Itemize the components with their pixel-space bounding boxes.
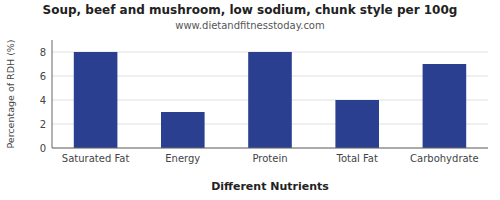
grid	[52, 52, 488, 148]
x-tick-label: Protein	[252, 153, 287, 164]
x-axis-label: Different Nutrients	[211, 180, 329, 193]
x-axis: Saturated Fat Energy Protein Total Fat Carbo…	[52, 148, 488, 164]
y-tick-label: 4	[40, 95, 46, 106]
x-axis-line	[52, 148, 488, 149]
bar	[248, 52, 292, 148]
x-tick-label: Saturated Fat	[62, 153, 130, 164]
y-axis-label: Percentage of RDH (%)	[5, 39, 16, 148]
bars	[74, 52, 466, 148]
bar	[161, 112, 205, 148]
bar	[335, 100, 379, 148]
y-tick-label: 0	[40, 143, 46, 154]
x-tick-label: Carbohydrate	[410, 153, 479, 164]
x-tick-label: Energy	[165, 153, 200, 164]
x-tick-label: Total Fat	[335, 153, 377, 164]
y-tick-label: 2	[40, 119, 46, 130]
chart-svg: Soup, beef and mushroom, low sodium, chu…	[0, 0, 500, 200]
title: Soup, beef and mushroom, low sodium, chu…	[43, 3, 458, 17]
subtitle: www.dietandfitnesstoday.com	[175, 20, 324, 31]
y-tick-label: 6	[40, 71, 46, 82]
bar	[74, 52, 118, 148]
bar	[423, 64, 467, 148]
y-axis: 0 2 4 6 8	[40, 40, 52, 154]
y-tick-label: 8	[40, 47, 46, 58]
chart-container: Soup, beef and mushroom, low sodium, chu…	[0, 0, 500, 200]
y-axis-line	[52, 40, 53, 148]
grid-line	[52, 148, 488, 149]
